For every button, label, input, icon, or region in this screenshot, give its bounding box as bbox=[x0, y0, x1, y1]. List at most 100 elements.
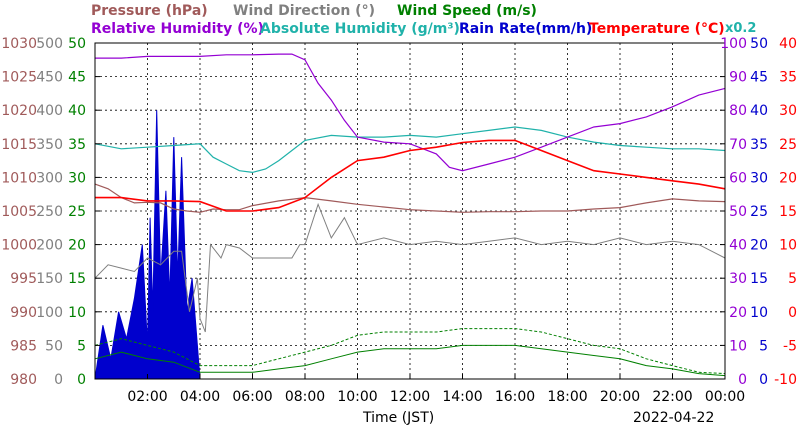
legend-rain-rate: Rain Rate(mm/h) bbox=[459, 21, 593, 37]
y-tick-label-pressure: 1025 bbox=[1, 70, 37, 86]
x-tick-label: 12:00 bbox=[390, 389, 430, 405]
y-tick-label-rh: 0 bbox=[738, 372, 747, 388]
y-tick-label-wind-dir: 200 bbox=[36, 238, 63, 254]
y-tick-label-wind-speed: 40 bbox=[68, 103, 86, 119]
rain-rate-series bbox=[94, 110, 725, 380]
wind-direction-series bbox=[94, 202, 726, 333]
y-tick-label-pressure: 1020 bbox=[1, 103, 37, 119]
y-tick-label-wind-speed: 0 bbox=[77, 372, 86, 388]
y-tick-label-rh: 30 bbox=[729, 271, 747, 287]
y-tick-label-pressure: 1010 bbox=[1, 170, 37, 186]
y-tick-label-temp: 35 bbox=[779, 70, 797, 86]
y-tick-label-wind-speed: 10 bbox=[68, 305, 86, 321]
y-tick-label-rh: 40 bbox=[729, 238, 747, 254]
y-tick-label-rh: 20 bbox=[729, 305, 747, 321]
y-tick-label-pressure: 980 bbox=[10, 372, 37, 388]
x-tick-label: 16:00 bbox=[495, 389, 535, 405]
y-tick-label-wind-dir: 0 bbox=[54, 372, 63, 388]
y-tick-label-rh: 60 bbox=[729, 170, 747, 186]
series-layer bbox=[94, 53, 726, 380]
y-tick-label-wind-dir: 400 bbox=[36, 103, 63, 119]
y-tick-label-rh: 50 bbox=[729, 204, 747, 220]
y-tick-label-wind-speed: 20 bbox=[68, 238, 86, 254]
x-tick-label: 06:00 bbox=[232, 389, 272, 405]
legend-wind-speed: Wind Speed (m/s) bbox=[397, 3, 537, 19]
y-tick-label-pressure: 1030 bbox=[1, 36, 37, 52]
y-tick-label-pressure: 1000 bbox=[1, 238, 37, 254]
y-tick-label-rh: 90 bbox=[729, 70, 747, 86]
y-tick-label-rain: 50 bbox=[750, 36, 768, 52]
y-tick-label-temp: 40 bbox=[779, 36, 797, 52]
y-tick-label-rain: 45 bbox=[750, 70, 768, 86]
grid-layer bbox=[95, 43, 725, 379]
y-tick-label-rain: 25 bbox=[750, 204, 768, 220]
y-tick-label-temp: 5 bbox=[788, 271, 797, 287]
y-tick-label-wind-dir: 150 bbox=[36, 271, 63, 287]
pressure-series bbox=[94, 183, 726, 213]
x-tick-label: 14:00 bbox=[442, 389, 482, 405]
y-tick-label-temp: 30 bbox=[779, 103, 797, 119]
legend-pressure: Pressure (hPa) bbox=[91, 3, 208, 19]
y-tick-label-wind-dir: 50 bbox=[45, 338, 63, 354]
y-tick-label-rh: 80 bbox=[729, 103, 747, 119]
legend-wind-direction: Wind Direction (°) bbox=[233, 3, 375, 19]
legend-relative-humidity: Relative Humidity (%) bbox=[91, 21, 264, 37]
x-tick-label: 04:00 bbox=[180, 389, 220, 405]
x-axis-label: Time (JST) bbox=[363, 410, 435, 426]
y-tick-label-wind-dir: 350 bbox=[36, 137, 63, 153]
y-tick-label-temp: 20 bbox=[779, 170, 797, 186]
y-tick-label-wind-speed: 5 bbox=[77, 338, 86, 354]
y-tick-label-wind-speed: 25 bbox=[68, 204, 86, 220]
y-tick-label-rain: 10 bbox=[750, 305, 768, 321]
y-tick-label-rh: 10 bbox=[729, 338, 747, 354]
chart-date: 2022-04-22 bbox=[633, 410, 715, 426]
x-tick-label: 22:00 bbox=[652, 389, 692, 405]
y-tick-label-temp: -10 bbox=[774, 372, 797, 388]
x-tick-label: 08:00 bbox=[285, 389, 325, 405]
legend-absolute-humidity: Absolute Humidity (g/m³) bbox=[260, 21, 460, 37]
y-tick-label-wind-dir: 500 bbox=[36, 36, 63, 52]
x-tick-label: 20:00 bbox=[600, 389, 640, 405]
y-tick-label-rain: 5 bbox=[759, 338, 768, 354]
y-tick-label-rain: 30 bbox=[750, 170, 768, 186]
x-tick-label: 10:00 bbox=[337, 389, 377, 405]
y-tick-label-rain: 15 bbox=[750, 271, 768, 287]
temperature-series bbox=[95, 139, 726, 212]
y-tick-label-temp: 0 bbox=[788, 305, 797, 321]
y-tick-label-wind-dir: 250 bbox=[36, 204, 63, 220]
frame-layer bbox=[94, 42, 726, 380]
y-tick-label-wind-dir: 450 bbox=[36, 70, 63, 86]
y-tick-label-pressure: 985 bbox=[10, 338, 37, 354]
x-tick-label: 18:00 bbox=[547, 389, 587, 405]
y-tick-label-rain: 40 bbox=[750, 103, 768, 119]
relative-humidity-series bbox=[95, 53, 726, 172]
y-tick-label-temp: 15 bbox=[779, 204, 797, 220]
y-tick-label-temp: -5 bbox=[783, 338, 797, 354]
wind-speed-series bbox=[94, 344, 726, 377]
y-tick-label-temp: 10 bbox=[779, 238, 797, 254]
y-tick-label-pressure: 995 bbox=[10, 271, 37, 287]
y-tick-label-pressure: 990 bbox=[10, 305, 37, 321]
y-tick-label-temp: 25 bbox=[779, 137, 797, 153]
y-tick-label-pressure: 1005 bbox=[1, 204, 37, 220]
y-tick-label-wind-speed: 45 bbox=[68, 70, 86, 86]
y-tick-label-rain: 20 bbox=[750, 238, 768, 254]
y-tick-label-rain: 35 bbox=[750, 137, 768, 153]
wind-gust-series bbox=[94, 328, 726, 375]
y-tick-label-pressure: 1015 bbox=[1, 137, 37, 153]
legend-temperature: Temperature (°C) bbox=[589, 21, 725, 37]
absolute-humidity-scale-note: x0.2 bbox=[725, 21, 757, 36]
y-tick-label-rain: 0 bbox=[759, 372, 768, 388]
y-tick-label-wind-speed: 15 bbox=[68, 271, 86, 287]
y-tick-label-wind-speed: 50 bbox=[68, 36, 86, 52]
y-tick-label-rh: 70 bbox=[729, 137, 747, 153]
x-tick-label: 02:00 bbox=[127, 389, 167, 405]
y-tick-label-wind-speed: 30 bbox=[68, 170, 86, 186]
y-tick-label-rh: 100 bbox=[720, 36, 747, 52]
x-tick-label: 00:00 bbox=[705, 389, 745, 405]
y-tick-label-wind-dir: 300 bbox=[36, 170, 63, 186]
y-tick-label-wind-dir: 100 bbox=[36, 305, 63, 321]
axis-layer: 9809859909951000100510101015102010251030… bbox=[1, 36, 797, 405]
